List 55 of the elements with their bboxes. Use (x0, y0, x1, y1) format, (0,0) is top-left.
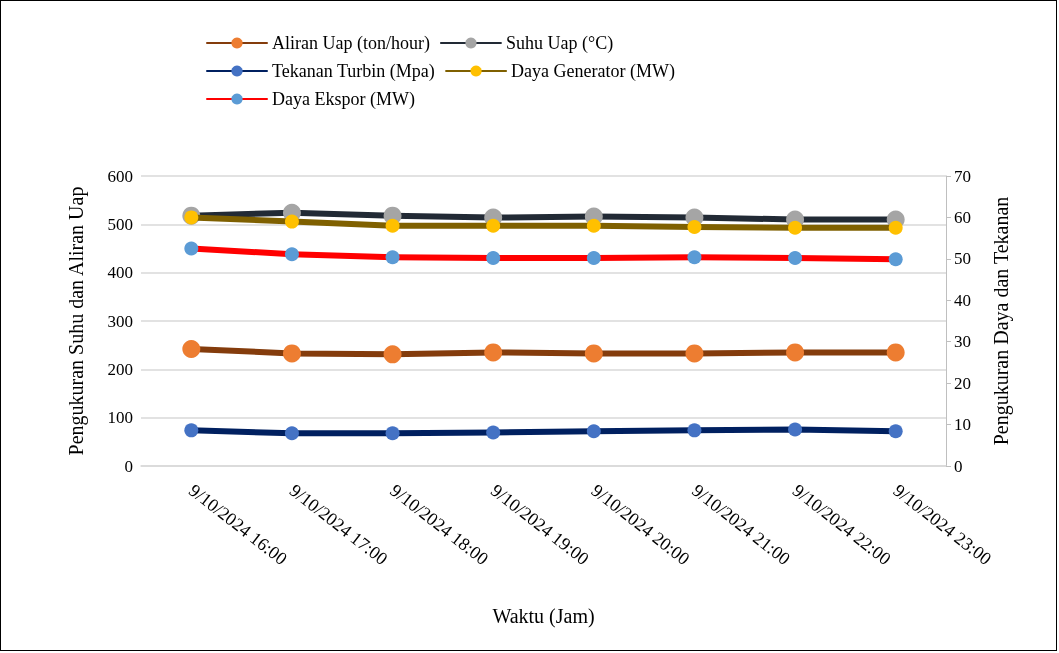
point (486, 251, 501, 266)
point (284, 247, 299, 262)
legend-label: Aliran Uap (ton/hour) (272, 33, 430, 54)
y2-tick-label: 70 (954, 166, 971, 186)
legend-label: Daya Generator (MW) (511, 61, 675, 82)
point (284, 214, 299, 229)
point (888, 220, 903, 235)
legend-label: Suhu Uap (°C) (505, 33, 614, 54)
y-tick-label: 100 (107, 408, 133, 428)
point (184, 423, 199, 438)
y2-tick-label: 30 (954, 332, 971, 352)
y-tick-label: 400 (107, 263, 133, 283)
y2-tick-label: 10 (954, 415, 971, 435)
y2-tick-label: 0 (954, 456, 963, 476)
x-axis-title: Waktu (Jam) (492, 605, 595, 628)
y2-tick-label: 40 (954, 290, 971, 310)
point (184, 241, 199, 256)
point (284, 426, 299, 441)
legend-label: Tekanan Turbin (Mpa) (272, 61, 435, 82)
point (184, 210, 199, 225)
point (486, 218, 501, 233)
point (788, 220, 803, 235)
point (685, 344, 704, 363)
point (687, 423, 702, 438)
y2-tick-label: 60 (954, 207, 971, 227)
point (182, 340, 201, 359)
point (888, 424, 903, 439)
point (586, 424, 601, 439)
point (586, 251, 601, 266)
y2-axis-title: Pengukuran Daya dan Tekanan (990, 196, 1013, 446)
point (888, 252, 903, 267)
point (586, 218, 601, 233)
point (385, 218, 400, 233)
y2-tick-label: 20 (954, 373, 971, 393)
y-tick-label: 200 (107, 359, 133, 379)
y-tick-label: 600 (107, 166, 133, 186)
y-tick-label: 0 (124, 456, 133, 476)
point (788, 251, 803, 266)
point (886, 343, 905, 362)
y2-tick-label: 50 (954, 249, 971, 269)
point (385, 250, 400, 265)
point (788, 422, 803, 437)
y-tick-label: 300 (107, 311, 133, 331)
point (484, 343, 503, 362)
y-tick-label: 500 (107, 214, 133, 234)
point (687, 219, 702, 234)
point (385, 426, 400, 441)
point (687, 250, 702, 265)
point (282, 344, 301, 363)
y-axis-title: Pengukuran Suhu dan Aliran Uap (65, 186, 88, 456)
point (383, 345, 402, 364)
point (786, 343, 805, 362)
legend-label: Daya Ekspor (MW) (272, 89, 415, 110)
point (584, 344, 603, 363)
point (486, 425, 501, 440)
